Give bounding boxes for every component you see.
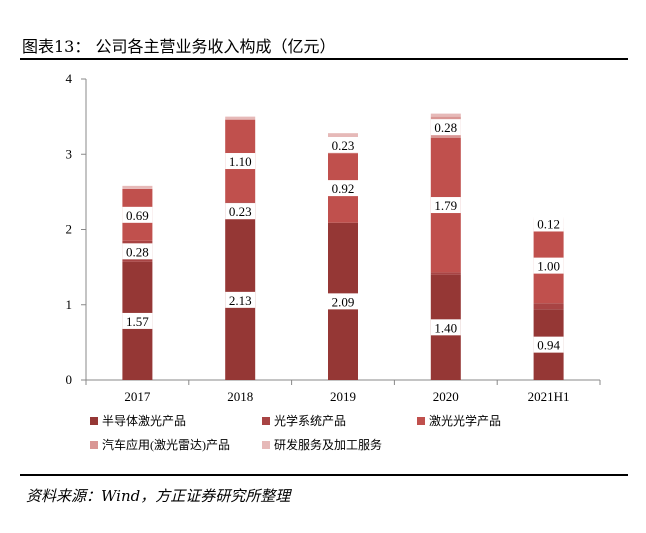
data-label-box: [225, 153, 256, 170]
data-label-box: [533, 215, 564, 232]
legend-label: 半导体激光产品: [102, 414, 186, 428]
figure-footer: 资料来源：Wind，方正证券研究所整理: [20, 474, 628, 514]
data-label: 1.79: [434, 198, 457, 213]
data-label-box: [122, 206, 153, 223]
data-label: 0.69: [126, 208, 149, 223]
data-label-box: [328, 180, 358, 197]
source-note: 资料来源：Wind，方正证券研究所整理: [26, 487, 291, 505]
figure-title-bar: 图表13： 公司各主营业务收入构成（亿元）: [20, 28, 628, 60]
legend-swatch: [90, 417, 98, 425]
title-divider: [20, 58, 628, 60]
data-label-box: [328, 293, 358, 310]
y-tick-label: 0: [66, 372, 73, 387]
y-tick-label: 3: [66, 146, 73, 161]
data-label: 0.28: [126, 244, 149, 259]
data-label: 1.10: [229, 154, 252, 169]
data-label: 0.12: [537, 216, 560, 231]
bar-segment: [328, 133, 358, 137]
x-tick-label: 2019: [330, 389, 356, 404]
data-label: 1.57: [126, 314, 149, 329]
legend-label: 汽车应用(激光雷达)产品: [102, 437, 230, 452]
data-label-box: [225, 291, 256, 308]
data-label: 0.94: [537, 338, 560, 353]
legend-label: 光学系统产品: [274, 413, 346, 428]
legend-swatch: [90, 441, 98, 449]
y-tick-label: 1: [66, 297, 73, 312]
legend-label: 研发服务及加工服务: [274, 437, 382, 452]
legend-swatch: [262, 441, 270, 449]
data-label-box: [430, 319, 461, 336]
legend-label: 激光光学产品: [429, 413, 501, 428]
bar-segment: [533, 303, 564, 310]
data-label: 0.92: [332, 181, 355, 196]
data-label-box: [533, 336, 564, 353]
data-label: 0.23: [229, 204, 252, 219]
x-tick-label: 2020: [433, 389, 459, 404]
x-tick-label: 2021H1: [528, 389, 570, 404]
data-label-box: [122, 312, 153, 329]
data-label: 2.09: [332, 294, 355, 309]
bar-segment: [225, 116, 256, 120]
bar-segment: [430, 113, 461, 117]
data-label-box: [225, 203, 256, 220]
figure-title: 图表13： 公司各主营业务收入构成（亿元）: [22, 37, 336, 56]
x-tick-label: 2018: [227, 389, 253, 404]
data-label: 0.28: [434, 120, 457, 135]
data-label-box: [533, 257, 564, 274]
data-label: 2.13: [229, 293, 252, 308]
x-tick-label: 2017: [124, 389, 151, 404]
stacked-bar-chart: 0 1 2 3 4 2017 2018 2019 2020 2021H1 1.57 0.28 0.69 2…: [66, 71, 601, 452]
data-label-box: [328, 136, 358, 153]
data-label-box: [430, 197, 461, 214]
legend-swatch: [262, 417, 270, 425]
data-label-box: [430, 119, 461, 136]
data-label-box: [122, 243, 153, 260]
data-label: 0.23: [332, 138, 355, 153]
legend-swatch: [417, 417, 425, 425]
y-tick-label: 2: [66, 222, 73, 237]
data-label: 1.00: [537, 259, 560, 274]
bar-segment: [122, 185, 153, 189]
footer-divider: [20, 474, 628, 476]
data-label: 1.40: [434, 320, 457, 335]
bar-segment: [430, 272, 461, 275]
y-tick-label: 4: [66, 71, 73, 86]
